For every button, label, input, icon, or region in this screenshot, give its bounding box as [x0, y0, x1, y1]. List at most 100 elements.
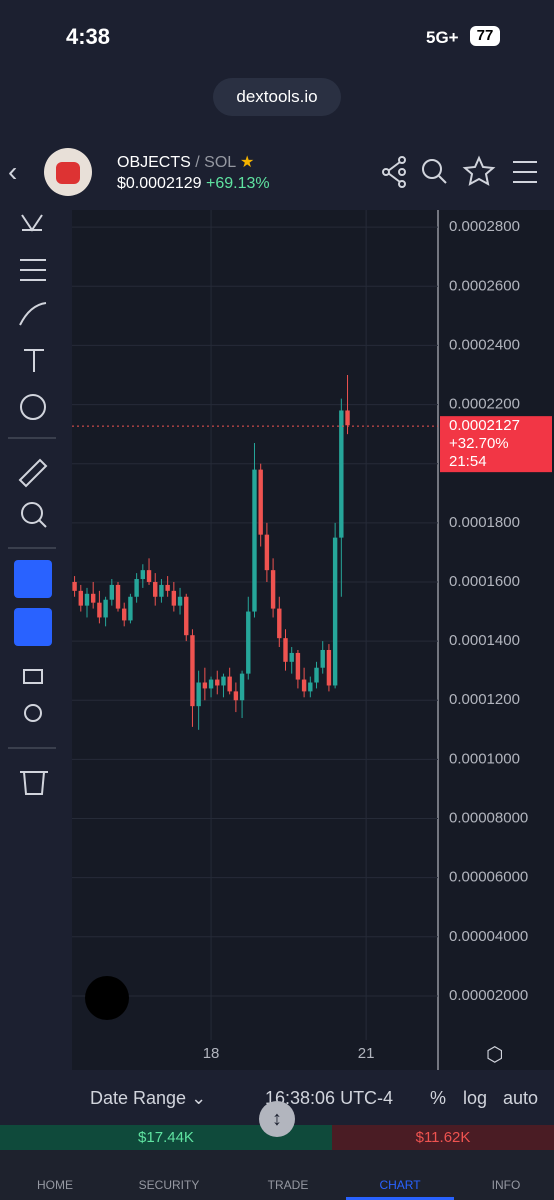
date-range-label: Date Range — [90, 1088, 187, 1108]
candle-body — [134, 579, 139, 597]
candle-body — [140, 570, 146, 580]
candle-body — [258, 469, 263, 535]
candle-body — [208, 679, 214, 689]
candle-body — [165, 584, 170, 591]
pair-base: OBJECTS — [117, 154, 191, 171]
percent-toggle[interactable]: % — [430, 1088, 447, 1108]
price-axis — [438, 210, 554, 1070]
chart-toolbar: Date Range ⌄ 16:38:06 UTC-4 % log auto — [0, 1078, 554, 1116]
plot-area — [72, 210, 438, 1040]
x-tick-label: 21 — [358, 1045, 375, 1062]
date-range[interactable]: Date Range ⌄ — [90, 1088, 207, 1108]
log-toggle[interactable]: log — [463, 1088, 488, 1108]
candle-body — [221, 676, 226, 686]
candle-body — [320, 649, 325, 668]
candle-body — [109, 584, 115, 600]
candle-body — [72, 581, 77, 591]
y-tick-label: 0.00004000 — [449, 928, 528, 945]
candle-body — [184, 596, 189, 636]
nav-chart[interactable]: CHART — [346, 1150, 454, 1200]
price-change: +69.13% — [205, 175, 270, 192]
candle-body — [128, 596, 133, 621]
candle-body — [153, 581, 158, 597]
candle-body — [177, 596, 183, 606]
candle-body — [264, 534, 270, 571]
y-tick-label: 0.0002400 — [449, 336, 520, 353]
pair-quote: SOL — [204, 154, 236, 171]
candle-body — [190, 635, 195, 707]
candle-body — [301, 679, 307, 692]
nav-label: CHART — [379, 1178, 421, 1192]
y-tick-label: 0.0001200 — [449, 691, 520, 708]
status-network: 5G+ — [426, 28, 459, 47]
y-tick-label: 0.0002200 — [449, 396, 520, 413]
price-tag — [440, 416, 552, 473]
y-tick-label: 0.0001400 — [449, 632, 520, 649]
candle-body — [289, 652, 294, 662]
y-tick-label: 0.0002600 — [449, 277, 520, 294]
toolbar-icons — [8, 214, 56, 795]
candle-body — [171, 590, 177, 606]
candle-body — [202, 682, 208, 689]
candle-body — [78, 590, 83, 606]
drawing-toolbar — [0, 210, 70, 1070]
price-tag-countdown: 21:54 — [449, 453, 487, 470]
pair: OBJECTS / SOL ★ — [117, 154, 255, 171]
candle-body — [345, 410, 350, 426]
candle-body — [115, 584, 121, 609]
y-tick-label: 0.00002000 — [449, 987, 528, 1004]
y-tick-label: 0.0002800 — [449, 218, 520, 235]
candle-body — [146, 570, 152, 582]
candle-body — [314, 667, 319, 683]
url-bar[interactable]: dextools.io — [213, 78, 341, 116]
candle-body — [332, 537, 338, 686]
nav-home[interactable]: HOME — [0, 1150, 110, 1200]
candle-body — [159, 584, 164, 597]
candle-body — [246, 611, 251, 674]
chart: 0.00002000 0.00004000 0.00006000 0.00008000… — [72, 210, 554, 1070]
nav-label: TRADE — [267, 1178, 309, 1192]
status-time: 4:38 — [66, 24, 111, 49]
candle-body — [326, 649, 332, 686]
candle-body — [227, 676, 232, 692]
resize-handle[interactable]: ↕ — [259, 1101, 295, 1137]
candle-body — [308, 682, 313, 692]
volume-sell: $11.62K — [332, 1125, 554, 1150]
candle-body — [97, 602, 102, 618]
axis-settings[interactable]: ⬡ — [486, 1044, 504, 1066]
candle-body — [233, 691, 239, 701]
y-tick-label: 0.0001600 — [449, 573, 520, 590]
status-battery: 77 — [470, 26, 500, 46]
candle-body — [103, 599, 108, 618]
nav-info[interactable]: INFO — [451, 1150, 554, 1200]
price-tag-value: 0.0002127 — [449, 417, 520, 434]
price-tag-change: +32.70% — [449, 435, 509, 452]
clock: 16:38:06 UTC-4 — [265, 1088, 394, 1108]
candle-body — [84, 593, 90, 606]
nav-label: INFO — [491, 1178, 521, 1192]
candle-body — [295, 652, 301, 680]
candle-body — [283, 638, 288, 662]
candle-body — [215, 679, 220, 686]
auto-toggle[interactable]: auto — [503, 1088, 539, 1108]
back-button[interactable]: ‹ — [8, 156, 18, 187]
nav-security[interactable]: SECURITY — [114, 1150, 224, 1200]
candle-body — [122, 608, 127, 621]
magnet-button[interactable] — [14, 560, 52, 598]
nav-trade[interactable]: TRADE — [233, 1150, 343, 1200]
candle-body — [339, 410, 344, 538]
token-logo — [44, 148, 92, 196]
candle-body — [252, 469, 257, 612]
lock-draw-button[interactable] — [14, 608, 52, 646]
nav-bar — [0, 1150, 554, 1200]
nav-label: HOME — [37, 1178, 73, 1192]
y-tick-label: 0.0001800 — [449, 514, 520, 531]
nav-label: SECURITY — [138, 1178, 200, 1192]
candle-body — [90, 593, 96, 603]
y-tick-label: 0.0001000 — [449, 750, 520, 767]
price: $0.0002129 — [117, 175, 202, 192]
price-row: $0.0002129 +69.13% — [117, 175, 270, 193]
candle-body — [270, 570, 276, 609]
header-actions — [382, 155, 537, 188]
